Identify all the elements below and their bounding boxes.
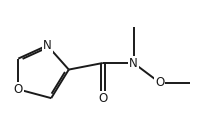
Text: O: O [14, 83, 23, 96]
Text: O: O [98, 92, 108, 105]
Text: O: O [155, 76, 164, 89]
Text: N: N [43, 39, 52, 52]
Text: N: N [129, 56, 138, 70]
